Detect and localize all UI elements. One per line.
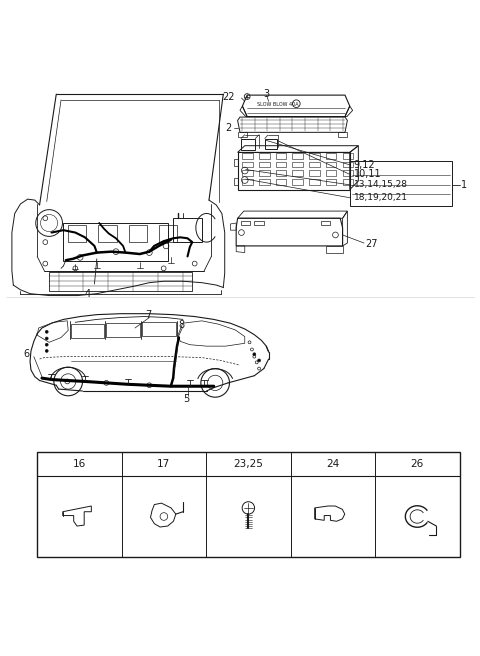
Text: 2: 2	[225, 123, 231, 133]
Bar	[159, 226, 177, 242]
Bar	[254, 220, 264, 226]
Circle shape	[45, 337, 48, 340]
Text: 24: 24	[326, 459, 339, 469]
Bar	[238, 152, 350, 190]
Bar	[49, 272, 192, 291]
Bar	[343, 161, 353, 167]
Text: 9,12: 9,12	[354, 160, 375, 170]
Text: 18,19,20,21: 18,19,20,21	[354, 194, 408, 202]
Bar	[241, 138, 255, 150]
Bar	[259, 161, 270, 167]
Bar	[343, 153, 353, 159]
Bar	[326, 179, 336, 185]
Text: 16: 16	[73, 459, 86, 469]
Bar	[68, 226, 86, 242]
Bar	[292, 153, 303, 159]
Bar	[98, 226, 117, 242]
Bar	[326, 153, 336, 159]
Text: 4: 4	[84, 289, 90, 299]
Bar	[343, 171, 353, 176]
Text: 13,14,15,28: 13,14,15,28	[354, 180, 408, 190]
Bar	[292, 171, 303, 176]
Text: 10,11: 10,11	[354, 169, 381, 179]
Bar	[321, 220, 330, 226]
Text: SLOW BLOW 40A: SLOW BLOW 40A	[257, 102, 299, 107]
Circle shape	[45, 343, 48, 346]
Bar	[292, 161, 303, 167]
Bar	[259, 153, 270, 159]
Text: 6: 6	[23, 349, 29, 359]
Bar	[276, 171, 286, 176]
Bar	[326, 161, 336, 167]
Bar	[276, 161, 286, 167]
Text: 22: 22	[222, 92, 234, 102]
Text: 1: 1	[460, 180, 467, 190]
Bar	[350, 161, 452, 206]
Bar	[37, 452, 459, 557]
Circle shape	[258, 359, 261, 362]
Text: 3: 3	[263, 89, 269, 99]
Bar	[242, 179, 253, 185]
Text: 5: 5	[183, 394, 190, 403]
Bar	[265, 138, 277, 149]
Text: 27: 27	[365, 239, 378, 249]
Bar	[129, 226, 147, 242]
Bar	[292, 179, 303, 185]
Bar	[309, 161, 320, 167]
Circle shape	[45, 331, 48, 333]
Bar	[309, 153, 320, 159]
Bar	[234, 178, 238, 185]
Bar	[173, 218, 202, 242]
Bar	[276, 153, 286, 159]
Bar	[343, 179, 353, 185]
Bar	[241, 220, 251, 226]
Bar	[242, 171, 253, 176]
Text: 8: 8	[179, 319, 185, 330]
Circle shape	[45, 350, 48, 352]
Text: 26: 26	[411, 459, 424, 469]
Text: 7: 7	[145, 310, 152, 320]
Text: 17: 17	[157, 459, 170, 469]
Bar	[259, 179, 270, 185]
Bar	[259, 171, 270, 176]
Bar	[309, 179, 320, 185]
Circle shape	[253, 353, 256, 356]
Bar	[309, 171, 320, 176]
Text: 23,25: 23,25	[233, 459, 264, 469]
Bar	[326, 171, 336, 176]
Bar	[242, 161, 253, 167]
Bar	[276, 179, 286, 185]
Bar	[63, 223, 168, 261]
Bar	[242, 153, 253, 159]
Bar	[234, 159, 238, 166]
